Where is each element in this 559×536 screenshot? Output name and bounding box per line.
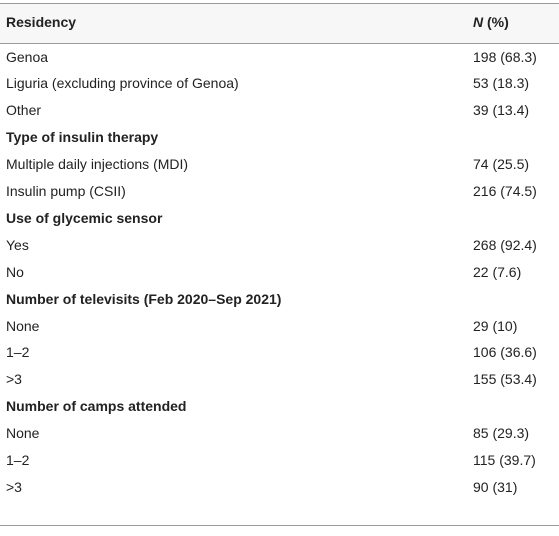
- row-value: 85 (29.3): [473, 425, 530, 442]
- row-label: None: [6, 425, 40, 442]
- row-label: Insulin pump (CSII): [6, 183, 126, 199]
- row-label: >3: [6, 478, 22, 495]
- row-value: 53 (18.3): [473, 75, 530, 92]
- section-heading: Number of camps attended: [6, 398, 187, 415]
- row-value: 198 (68.3): [473, 48, 537, 65]
- header-row: [0, 3, 559, 43]
- row-value: 115 (39.7): [473, 452, 536, 468]
- row-value: 22 (7.6): [473, 263, 522, 280]
- section-heading: Number of televisits (Feb 2020–Sep 2021): [6, 290, 282, 307]
- section-heading: Use of glycemic sensor: [6, 209, 163, 226]
- row-label: Liguria (excluding province of Genoa): [6, 75, 239, 92]
- row-label: None: [6, 317, 40, 334]
- header-pct: (%): [487, 14, 509, 30]
- row-label: Genoa: [6, 48, 49, 65]
- header-rule: [0, 43, 559, 44]
- row-value: 74 (25.5): [473, 156, 530, 173]
- top-rule: [0, 3, 559, 4]
- bottom-rule: [0, 525, 559, 526]
- row-value: 106 (36.6): [473, 344, 537, 361]
- row-value: 155 (53.4): [473, 371, 537, 388]
- header-n-symbol: N: [473, 14, 484, 30]
- header-n: N (%): [473, 9, 509, 36]
- row-label: >3: [6, 371, 22, 388]
- row-value: 39 (13.4): [473, 102, 530, 119]
- row-value: 29 (10): [473, 317, 518, 334]
- row-value: 268 (92.4): [473, 236, 537, 253]
- row-label: 1–2: [6, 452, 30, 468]
- row-label: Yes: [6, 236, 29, 253]
- row-label: 1–2: [6, 344, 30, 361]
- row-label: Multiple daily injections (MDI): [6, 156, 189, 173]
- row-value: 90 (31): [473, 478, 518, 495]
- section-heading: Type of insulin therapy: [6, 129, 159, 146]
- row-label: Other: [6, 102, 42, 119]
- row-value: 216 (74.5): [473, 183, 537, 199]
- header-label: Residency: [6, 14, 77, 30]
- row-label: No: [6, 263, 24, 280]
